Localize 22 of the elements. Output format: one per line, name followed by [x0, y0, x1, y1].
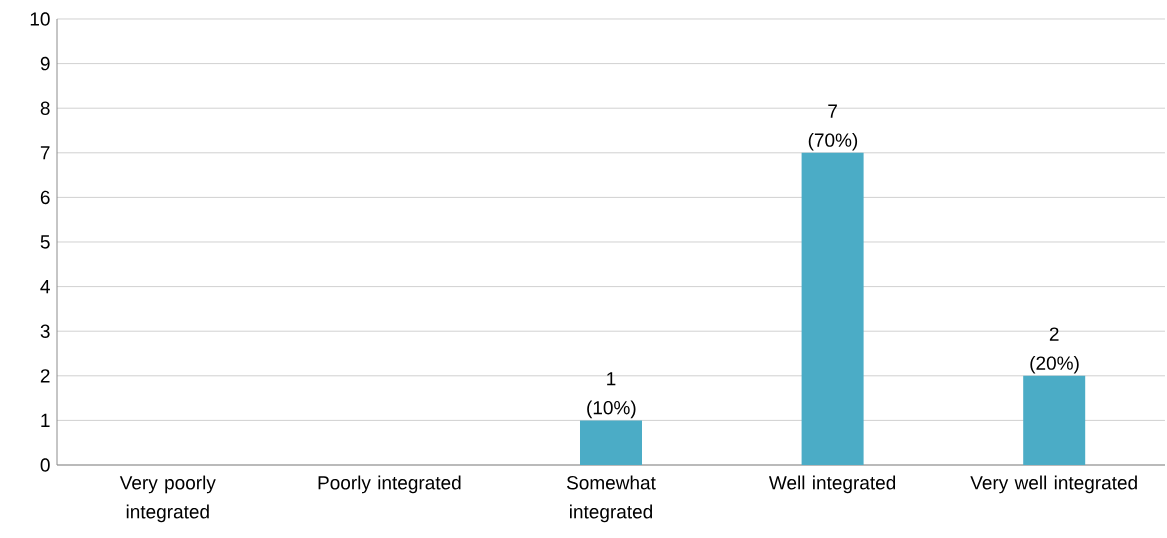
y-tick-label: 6: [40, 190, 50, 205]
x-tick-label: Well integrated: [768, 475, 896, 494]
y-tick-label: 8: [40, 101, 50, 115]
y-tick-label: 4: [40, 280, 50, 294]
bar: [1023, 375, 1086, 465]
data-label: 7 (70%): [808, 104, 858, 151]
y-tick-label: 1: [41, 413, 50, 427]
y-tick-label: 5: [40, 235, 50, 249]
bar: [801, 152, 864, 465]
data-label: 2 (20%): [1030, 327, 1079, 374]
x-tick-label: Very poorly integrated: [119, 475, 216, 523]
y-tick-label: 7: [40, 146, 50, 160]
y-tick-label: 2: [40, 369, 50, 383]
data-label: 1 (10%): [587, 372, 636, 419]
y-tick-label: 9: [40, 56, 50, 71]
x-tick-label: Very well integrated: [970, 475, 1137, 494]
y-tick-label: 10: [30, 12, 50, 26]
y-tick-label: 0: [40, 458, 50, 472]
x-tick-label: Poorly integrated: [318, 475, 461, 494]
y-tick-label: 3: [40, 324, 50, 338]
x-tick-label: Somewhat integrated: [566, 475, 656, 523]
bar: [580, 420, 642, 465]
